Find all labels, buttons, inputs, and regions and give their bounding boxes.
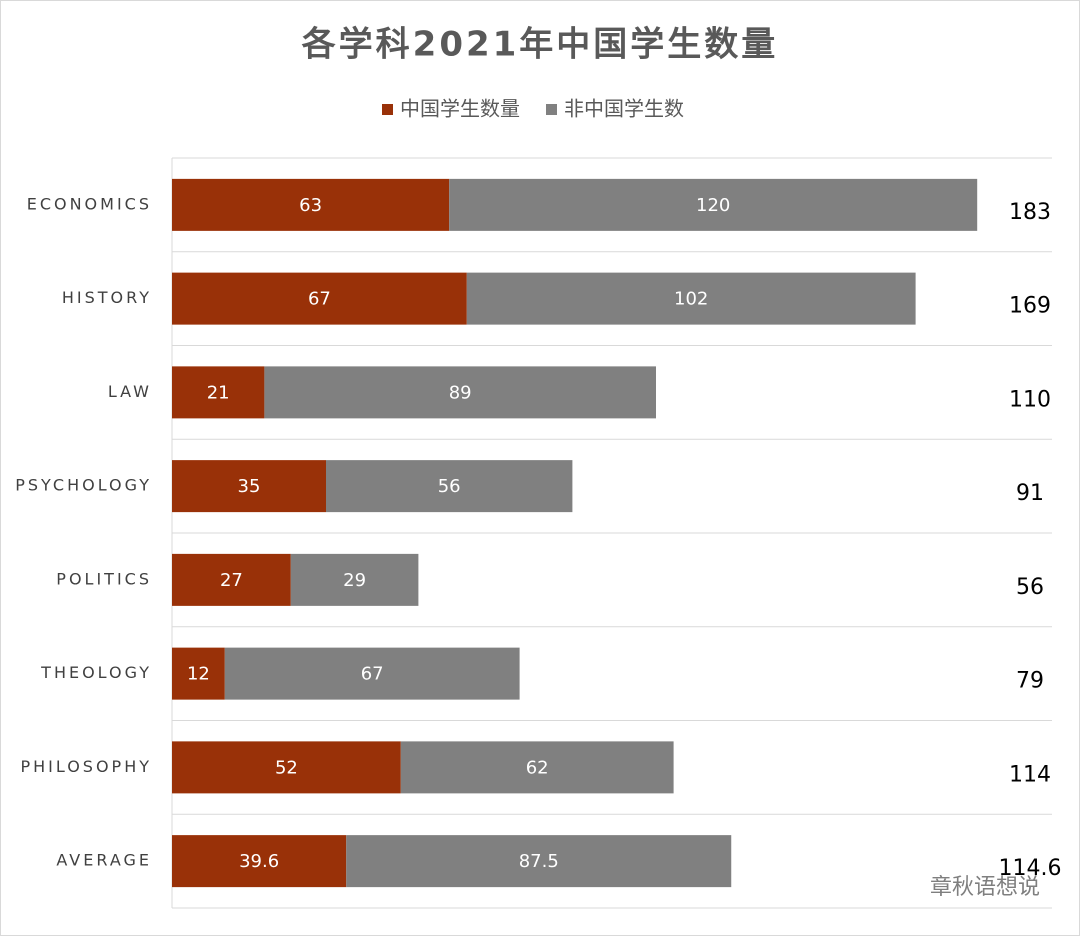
chart-title: 各学科2021年中国学生数量 bbox=[302, 25, 779, 65]
y-tick-label: PSYCHOLOGY bbox=[15, 476, 152, 495]
legend-swatch bbox=[382, 104, 393, 115]
legend-label: 中国学生数量 bbox=[400, 97, 520, 121]
data-label: 56 bbox=[438, 476, 461, 497]
total-label: 169 bbox=[1009, 294, 1051, 319]
data-label: 52 bbox=[275, 757, 298, 778]
total-label: 114 bbox=[1009, 762, 1051, 787]
data-label: 67 bbox=[361, 664, 384, 685]
data-label: 63 bbox=[299, 195, 322, 216]
bar-segment bbox=[290, 553, 419, 606]
data-label: 39.6 bbox=[239, 851, 279, 872]
y-tick-label: POLITICS bbox=[56, 569, 152, 588]
total-label: 183 bbox=[1009, 200, 1051, 225]
bar-segment bbox=[466, 272, 916, 325]
data-label: 67 bbox=[308, 289, 331, 310]
data-label: 87.5 bbox=[519, 851, 559, 872]
y-tick-label: THEOLOGY bbox=[40, 663, 152, 682]
y-tick-label: AVERAGE bbox=[56, 851, 152, 870]
data-label: 12 bbox=[187, 664, 210, 685]
y-tick-label: ECONOMICS bbox=[27, 194, 152, 213]
data-label: 120 bbox=[696, 195, 730, 216]
data-label: 29 bbox=[343, 570, 366, 591]
bar-segment bbox=[172, 272, 467, 325]
bar-segment bbox=[172, 366, 265, 419]
bar-segment bbox=[172, 553, 291, 606]
data-label: 102 bbox=[674, 289, 708, 310]
data-label: 35 bbox=[238, 476, 261, 497]
y-tick-label: HISTORY bbox=[62, 288, 152, 307]
watermark: 章秋语想说 bbox=[930, 875, 1040, 900]
data-label: 27 bbox=[220, 570, 243, 591]
total-label: 79 bbox=[1016, 669, 1044, 694]
bar-segment bbox=[172, 647, 225, 700]
y-tick-label: PHILOSOPHY bbox=[20, 757, 152, 776]
total-label: 91 bbox=[1016, 481, 1044, 506]
total-label: 56 bbox=[1016, 575, 1044, 600]
bar-segment bbox=[264, 366, 656, 419]
data-label: 62 bbox=[526, 757, 549, 778]
data-label: 89 bbox=[449, 382, 472, 403]
data-label: 21 bbox=[207, 382, 230, 403]
bar-segment bbox=[224, 647, 520, 700]
bar-segment bbox=[449, 178, 978, 231]
y-tick-label: LAW bbox=[108, 382, 152, 401]
bar-segment bbox=[172, 178, 450, 231]
bar-segment bbox=[172, 741, 401, 794]
legend-label: 非中国学生数 bbox=[564, 97, 684, 121]
bar-segment bbox=[346, 835, 732, 888]
bar-segment bbox=[400, 741, 674, 794]
bar-segment bbox=[172, 835, 347, 888]
bar-segment bbox=[326, 460, 573, 513]
total-label: 110 bbox=[1009, 387, 1051, 412]
total-label: 114.6 bbox=[999, 856, 1062, 881]
legend-swatch bbox=[546, 104, 557, 115]
bar-segment bbox=[172, 460, 326, 513]
